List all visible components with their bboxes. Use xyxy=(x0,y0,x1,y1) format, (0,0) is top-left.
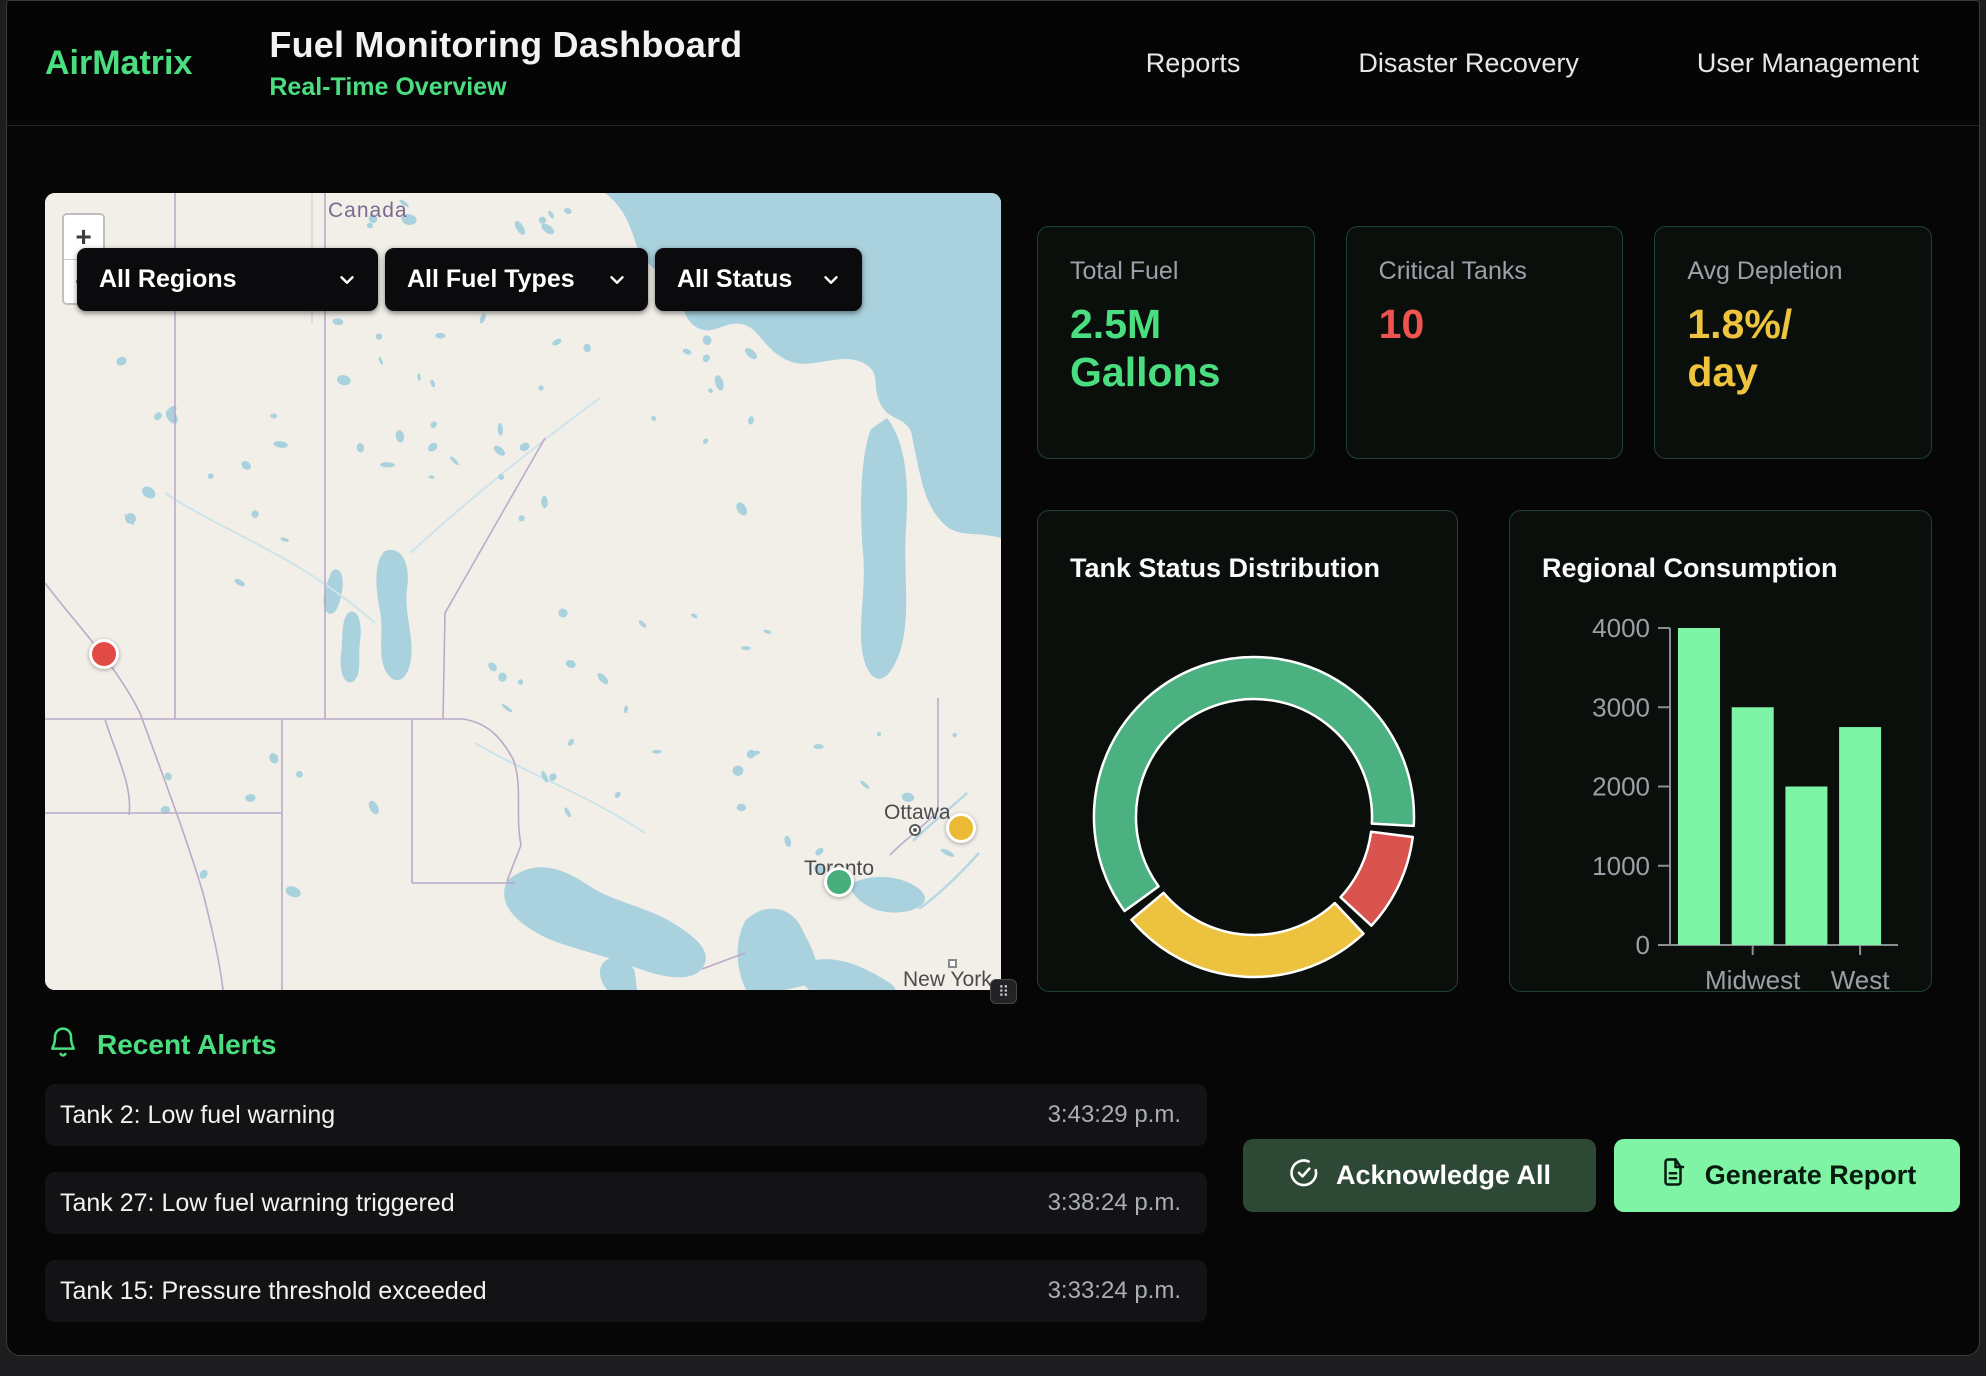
generate-report-label: Generate Report xyxy=(1704,1160,1917,1190)
regional-consumption-chart-card: 0 1000 2000 3000 4000 Midwest West Regional Co… xyxy=(1509,510,1932,993)
page-subtitle: Real-Time Overview xyxy=(269,73,507,101)
chevron-down-icon xyxy=(606,269,628,291)
regional-consumption-bar-chart: 0 1000 2000 3000 4000 Midwest West xyxy=(1592,613,1898,993)
document-icon xyxy=(1658,1157,1688,1194)
main-nav: Reports Disaster Recovery User Managemen… xyxy=(1146,48,1919,79)
status-filter-value: All Status xyxy=(677,265,793,293)
alert-row[interactable]: Tank 2: Low fuel warning 3:43:29 p.m. xyxy=(45,1084,1207,1146)
acknowledge-all-label: Acknowledge All xyxy=(1335,1160,1552,1190)
nav-user-management[interactable]: User Management xyxy=(1696,47,1919,78)
generate-report-button[interactable]: Generate Report xyxy=(1614,1139,1960,1212)
chart-title: Tank Status Distribution xyxy=(1070,553,1381,583)
header: AirMatrix Fuel Monitoring Dashboard Real… xyxy=(7,1,1979,126)
town-square-icon xyxy=(948,959,957,968)
map-label-ottawa: Ottawa xyxy=(884,801,951,824)
town-dot-icon xyxy=(909,824,921,836)
region-filter-value: All Regions xyxy=(99,265,237,293)
alert-message: Tank 27: Low fuel warning triggered xyxy=(60,1188,455,1217)
nav-reports[interactable]: Reports xyxy=(1145,47,1241,78)
status-filter-dropdown[interactable]: All Status xyxy=(655,248,862,311)
alerts-header: Recent Alerts xyxy=(47,1026,276,1063)
chart-title: Regional Consumption xyxy=(1542,553,1838,583)
chevron-down-icon xyxy=(820,269,842,291)
stat-card-total-fuel: Total Fuel 2.5M Gallons xyxy=(1037,226,1315,459)
svg-text:3000: 3000 xyxy=(1592,692,1650,722)
main-content: Canada Ottawa Toronto New York + − All R… xyxy=(7,126,1979,1355)
map-label-canada: Canada xyxy=(328,199,408,222)
stat-label: Critical Tanks xyxy=(1378,257,1527,285)
region-filter-dropdown[interactable]: All Regions xyxy=(77,248,378,311)
check-circle-icon xyxy=(1288,1157,1319,1195)
tank-status-chart-card: Tank Status Distribution xyxy=(1037,510,1458,992)
fuel-type-filter-dropdown[interactable]: All Fuel Types xyxy=(385,248,648,311)
bell-icon xyxy=(47,1026,79,1063)
alert-row[interactable]: Tank 15: Pressure threshold exceeded 3:3… xyxy=(45,1260,1207,1322)
tank-marker-critical[interactable] xyxy=(89,639,119,669)
stat-value: 1.8%/ day xyxy=(1687,301,1793,396)
tank-marker-normal[interactable] xyxy=(824,867,854,897)
alert-row[interactable]: Tank 27: Low fuel warning triggered 3:38… xyxy=(45,1172,1207,1234)
svg-text:2000: 2000 xyxy=(1592,772,1650,802)
svg-text:0: 0 xyxy=(1636,930,1650,960)
svg-text:1000: 1000 xyxy=(1592,851,1650,881)
stats-row: Total Fuel 2.5M Gallons Critical Tanks 1… xyxy=(1037,226,1932,459)
acknowledge-all-button[interactable]: Acknowledge All xyxy=(1243,1139,1596,1212)
alert-timestamp: 3:43:29 p.m. xyxy=(1047,1101,1181,1128)
map-drag-handle-icon[interactable]: ⠿ xyxy=(990,979,1017,1004)
alert-message: Tank 15: Pressure threshold exceeded xyxy=(60,1276,487,1305)
chevron-down-icon xyxy=(336,269,358,291)
dashboard-app: AirMatrix Fuel Monitoring Dashboard Real… xyxy=(6,0,1980,1356)
map-filters: All Regions All Fuel Types All Status xyxy=(77,248,862,311)
page-title: Fuel Monitoring Dashboard xyxy=(269,24,743,65)
stat-card-critical-tanks: Critical Tanks 10 xyxy=(1345,226,1624,459)
tank-status-donut-chart xyxy=(1092,655,1416,979)
alerts-title: Recent Alerts xyxy=(97,1028,277,1060)
svg-text:West: West xyxy=(1831,965,1891,993)
alert-timestamp: 3:38:24 p.m. xyxy=(1047,1189,1181,1216)
alert-timestamp: 3:33:24 p.m. xyxy=(1047,1277,1181,1304)
map-canvas[interactable]: Canada Ottawa Toronto New York xyxy=(45,193,1001,990)
stat-value: 2.5M Gallons xyxy=(1070,301,1221,396)
nav-disaster-recovery[interactable]: Disaster Recovery xyxy=(1358,47,1579,78)
stat-card-avg-depletion: Avg Depletion 1.8%/ day xyxy=(1654,226,1932,459)
map-label-new-york: New York xyxy=(903,968,992,990)
stat-label: Avg Depletion xyxy=(1687,257,1843,285)
brand-logo: AirMatrix xyxy=(45,43,193,82)
alert-message: Tank 2: Low fuel warning xyxy=(60,1100,336,1129)
stat-value: 10 xyxy=(1378,301,1425,347)
tank-marker-warning[interactable] xyxy=(946,813,976,843)
map-panel: Canada Ottawa Toronto New York + − All R… xyxy=(45,193,1017,1004)
stat-label: Total Fuel xyxy=(1070,257,1179,285)
fuel-type-filter-value: All Fuel Types xyxy=(407,265,575,293)
title-block: Fuel Monitoring Dashboard Real-Time Over… xyxy=(269,24,742,102)
svg-text:Midwest: Midwest xyxy=(1705,965,1801,993)
svg-text:4000: 4000 xyxy=(1592,613,1650,643)
